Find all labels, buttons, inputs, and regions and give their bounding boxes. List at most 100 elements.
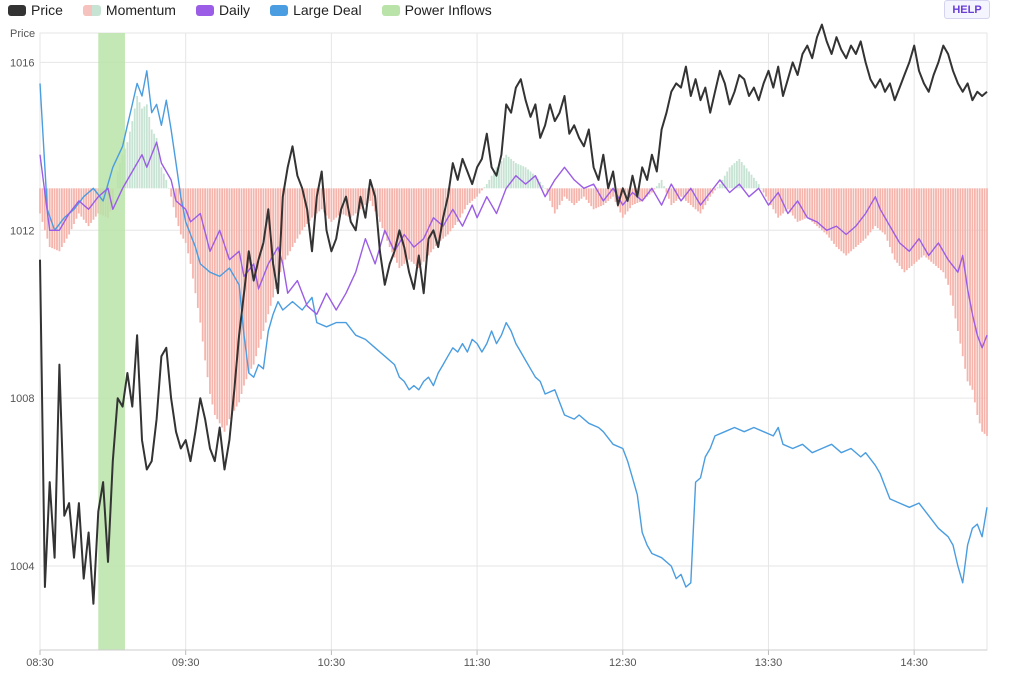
momentum-bar <box>570 188 573 203</box>
x-tick-label: 10:30 <box>318 657 346 669</box>
momentum-bar <box>328 188 330 219</box>
x-tick-label: 08:30 <box>26 657 54 669</box>
momentum-bar <box>439 188 442 241</box>
momentum-bar <box>226 188 228 426</box>
momentum-bar <box>148 116 151 189</box>
legend-item-momentum[interactable]: Momentum <box>82 2 176 18</box>
momentum-bar <box>461 188 464 214</box>
momentum-bar <box>493 171 495 189</box>
momentum-bar <box>983 188 986 434</box>
momentum-bar <box>677 188 680 199</box>
momentum-bar <box>196 188 199 308</box>
momentum-bar <box>573 188 576 206</box>
momentum-bar <box>473 188 476 199</box>
momentum-bar <box>699 188 702 214</box>
momentum-bar <box>833 188 835 244</box>
momentum-bar <box>643 188 646 199</box>
momentum-bar <box>301 188 304 231</box>
momentum-bar <box>558 188 561 206</box>
momentum-bar <box>371 188 374 207</box>
y-tick-label: 1016 <box>10 57 34 69</box>
momentum-bar <box>216 188 219 420</box>
help-button[interactable]: HELP <box>944 0 990 19</box>
momentum-bar <box>592 188 595 210</box>
momentum-bar <box>660 179 663 189</box>
momentum-bar <box>765 188 767 197</box>
momentum-bar <box>240 188 243 394</box>
legend-swatch-large-deal <box>270 4 289 16</box>
momentum-bar <box>808 188 811 220</box>
momentum-bar <box>551 188 554 208</box>
momentum-bar <box>294 188 296 243</box>
momentum-bar <box>209 188 211 394</box>
momentum-bar <box>357 188 359 212</box>
momentum-bar <box>738 158 741 189</box>
momentum-bar <box>755 180 758 189</box>
momentum-bar <box>675 188 678 201</box>
momentum-bar <box>223 188 226 432</box>
y-axis-title: Price <box>10 28 35 40</box>
momentum-bar <box>655 186 658 189</box>
legend-swatch-power-inflows <box>381 4 400 16</box>
momentum-bar <box>413 188 415 264</box>
momentum-bar <box>468 188 471 203</box>
momentum-bar <box>590 188 593 207</box>
momentum-bar <box>874 188 877 227</box>
momentum-bar <box>762 188 765 193</box>
momentum-bar <box>728 167 731 189</box>
momentum-bar <box>53 188 56 250</box>
momentum-bar <box>937 188 940 269</box>
momentum-bar <box>896 188 899 263</box>
momentum-bar <box>629 188 631 209</box>
legend-item-price[interactable]: Price <box>8 2 63 18</box>
momentum-bar <box>847 188 850 254</box>
momentum-bar <box>915 188 918 262</box>
momentum-bar <box>471 188 474 201</box>
momentum-bar <box>922 188 925 256</box>
price-line <box>39 23 988 605</box>
momentum-bar <box>835 188 838 248</box>
legend-swatch-daily <box>195 4 214 16</box>
momentum-bar <box>816 188 818 227</box>
momentum-bar <box>393 188 396 258</box>
momentum-bar <box>563 188 566 197</box>
momentum-bar <box>658 183 661 189</box>
momentum-bar <box>347 188 350 217</box>
legend-item-large-deal[interactable]: Large Deal <box>270 2 362 18</box>
legend-item-daily[interactable]: Daily <box>195 2 250 18</box>
momentum-bar <box>735 161 738 189</box>
momentum-bar <box>587 188 590 203</box>
momentum-bar <box>362 188 364 208</box>
momentum-bar <box>427 188 430 256</box>
legend-label-price: Price <box>31 2 63 18</box>
legend-swatch-price <box>8 4 26 16</box>
momentum-bar <box>381 188 384 229</box>
momentum-bar <box>136 95 139 189</box>
momentum-bar <box>854 188 857 248</box>
momentum-bar <box>60 188 63 248</box>
momentum-bar <box>859 188 862 243</box>
legend-item-power-inflows[interactable]: Power Inflows <box>381 2 492 18</box>
momentum-bar <box>595 188 597 209</box>
momentum-bar <box>740 162 743 189</box>
momentum-bar <box>369 188 372 201</box>
momentum-bar <box>871 188 874 230</box>
momentum-bar <box>184 188 187 243</box>
momentum-bar <box>969 188 971 386</box>
momentum-bar <box>388 188 391 248</box>
momentum-bar <box>430 188 432 253</box>
momentum-bar <box>410 188 413 262</box>
momentum-bar <box>267 188 270 315</box>
momentum-bar <box>85 188 88 223</box>
momentum-bar <box>891 188 894 254</box>
momentum-bar <box>257 188 260 348</box>
momentum-bar <box>206 188 209 378</box>
momentum-bar <box>260 188 262 340</box>
momentum-bar <box>769 188 772 206</box>
momentum-bar <box>920 188 923 258</box>
momentum-bar <box>553 188 556 214</box>
momentum-bar <box>575 188 578 203</box>
momentum-bar <box>507 156 510 189</box>
momentum-bar <box>884 188 886 235</box>
momentum-bar <box>454 188 457 226</box>
